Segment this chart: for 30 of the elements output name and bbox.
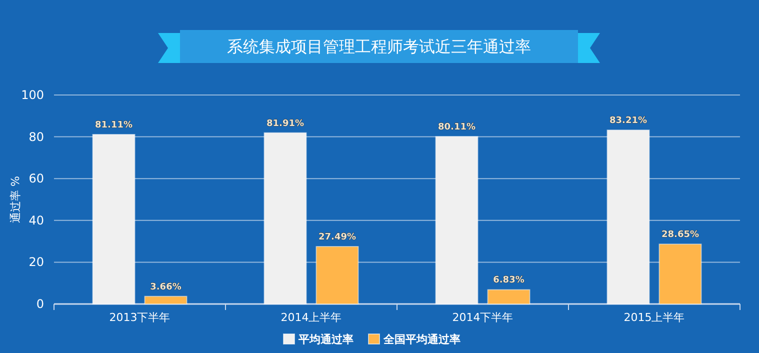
x-tick-label: 2013下半年 — [109, 311, 170, 324]
bar — [316, 246, 359, 304]
x-tick-label: 2014上半年 — [280, 311, 342, 324]
y-axis-title: 通过率 % — [9, 176, 22, 223]
data-label: 80.11% — [438, 122, 476, 133]
data-label: 81.11% — [95, 120, 132, 130]
y-tick-label: 80 — [28, 130, 44, 144]
data-label: 27.49% — [318, 232, 356, 243]
bar — [487, 289, 530, 304]
legend-label: 平均通过率 — [298, 333, 354, 346]
y-tick-label: 60 — [28, 172, 44, 186]
bar — [606, 130, 650, 304]
data-label: 6.83% — [493, 276, 524, 286]
y-tick-label: 20 — [28, 255, 44, 270]
y-tick-label: 100 — [21, 88, 44, 102]
chart-title: 系统集成项目管理工程师考试近三年通过率 — [227, 37, 531, 56]
y-tick-label: 0 — [36, 297, 44, 311]
bar — [144, 296, 188, 304]
x-tick-label: 2014下半年 — [452, 311, 514, 324]
data-label: 83.21% — [610, 116, 647, 126]
data-label: 3.66% — [150, 282, 182, 292]
x-tick-label: 2015上半年 — [624, 311, 685, 324]
bar — [264, 132, 307, 304]
legend-label: 全国平均通过率 — [382, 333, 460, 346]
data-label: 81.91% — [266, 118, 304, 129]
bar — [435, 136, 478, 304]
bar — [92, 134, 136, 304]
bar — [658, 244, 702, 304]
data-label: 28.65% — [662, 230, 699, 240]
y-tick-label: 40 — [28, 213, 44, 228]
